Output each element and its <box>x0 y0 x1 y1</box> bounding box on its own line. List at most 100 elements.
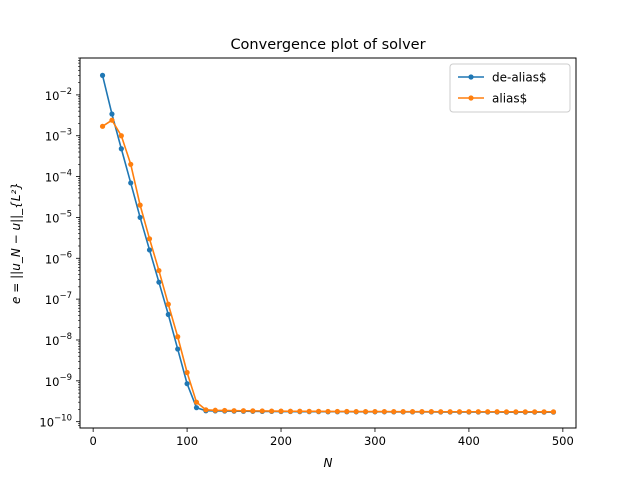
y-tick-exponent: −3 <box>59 128 72 138</box>
data-point <box>475 409 481 415</box>
data-point <box>522 409 528 415</box>
data-point <box>316 408 322 414</box>
legend-label: de-alias$ <box>492 71 547 85</box>
legend-box <box>449 63 571 113</box>
data-point <box>146 236 153 242</box>
data-point <box>428 409 434 415</box>
data-point <box>409 409 416 415</box>
x-axis-label: N <box>324 456 333 470</box>
data-point <box>165 301 171 307</box>
y-tick-base: 10 <box>45 211 60 225</box>
data-point <box>146 247 153 253</box>
legend-marker <box>468 95 474 101</box>
data-point <box>203 407 209 413</box>
data-point <box>541 409 547 415</box>
plot-area <box>99 72 557 415</box>
data-point <box>156 279 162 285</box>
y-tick-label: 10−9 <box>45 373 72 389</box>
data-point <box>550 409 557 415</box>
y-tick-exponent: −8 <box>59 332 72 342</box>
y-tick-label: 10−4 <box>45 169 72 185</box>
data-point <box>438 409 444 415</box>
axes-frame <box>79 57 577 429</box>
data-point <box>231 408 237 414</box>
x-tick-label: 300 <box>364 434 386 448</box>
legend-marker <box>468 74 474 80</box>
data-point <box>109 117 115 123</box>
data-point <box>184 369 190 376</box>
data-point <box>118 133 124 139</box>
y-tick-exponent: −7 <box>59 291 72 301</box>
data-point <box>400 409 406 415</box>
data-point <box>306 408 312 414</box>
data-point <box>269 408 275 414</box>
y-tick-label: 10−6 <box>45 250 72 266</box>
data-point <box>128 180 134 186</box>
data-point <box>466 409 472 415</box>
y-tick-base: 10 <box>45 293 60 307</box>
legend-label: alias$ <box>492 92 527 106</box>
data-point <box>99 72 106 78</box>
data-point <box>372 408 378 415</box>
data-point <box>513 409 519 415</box>
data-point <box>240 408 247 414</box>
data-point <box>485 409 491 415</box>
data-point <box>325 408 331 415</box>
data-point <box>109 111 115 117</box>
y-tick-exponent: −6 <box>59 250 72 260</box>
x-tick-label: 200 <box>270 434 292 448</box>
data-point <box>278 408 284 414</box>
data-point <box>193 405 200 411</box>
data-point <box>391 409 397 415</box>
data-point <box>259 408 265 414</box>
y-tick-label: 10−10 <box>39 414 72 430</box>
y-tick-base: 10 <box>45 89 60 103</box>
data-point <box>222 407 228 414</box>
data-point <box>456 409 463 415</box>
data-point <box>494 409 500 415</box>
data-point <box>381 408 387 415</box>
data-point <box>175 334 181 340</box>
data-point <box>99 123 106 129</box>
y-tick-base: 10 <box>45 334 60 348</box>
x-axis: 0 100 200 300 400 500 <box>89 428 574 448</box>
x-tick-label: 0 <box>89 434 96 448</box>
data-point <box>334 408 340 415</box>
data-point <box>532 409 538 415</box>
data-point <box>137 202 143 208</box>
data-point <box>297 408 303 414</box>
data-point <box>175 346 181 352</box>
y-tick-label: 10−8 <box>45 332 72 348</box>
data-point <box>353 408 359 415</box>
y-tick-label: 10−2 <box>45 87 72 103</box>
chart-title: Convergence plot of solver <box>230 37 425 53</box>
data-point <box>137 214 143 221</box>
y-tick-base: 10 <box>45 252 60 266</box>
x-tick-label: 500 <box>552 434 574 448</box>
y-tick-exponent: −2 <box>59 87 72 97</box>
y-tick-base: 10 <box>45 171 60 185</box>
y-tick-exponent: −10 <box>54 414 72 424</box>
y-tick-exponent: −5 <box>59 209 72 219</box>
y-tick-exponent: −4 <box>59 169 72 179</box>
data-point <box>128 161 134 167</box>
data-point <box>419 409 425 415</box>
data-point <box>193 399 200 405</box>
data-point <box>447 409 453 415</box>
y-tick-label: 10−3 <box>45 128 72 144</box>
data-point <box>344 408 350 415</box>
data-point <box>156 267 162 274</box>
y-tick-base: 10 <box>39 416 54 430</box>
y-tick-base: 10 <box>45 375 60 389</box>
data-point <box>165 311 171 318</box>
data-point <box>250 408 256 414</box>
data-point <box>503 409 510 415</box>
data-point <box>212 407 218 413</box>
y-tick-exponent: −9 <box>59 373 72 383</box>
y-axis-label: e = ||u_N − u||_{L²} <box>9 182 23 304</box>
data-point <box>362 408 369 415</box>
x-tick-label: 400 <box>458 434 480 448</box>
data-point <box>287 408 294 414</box>
